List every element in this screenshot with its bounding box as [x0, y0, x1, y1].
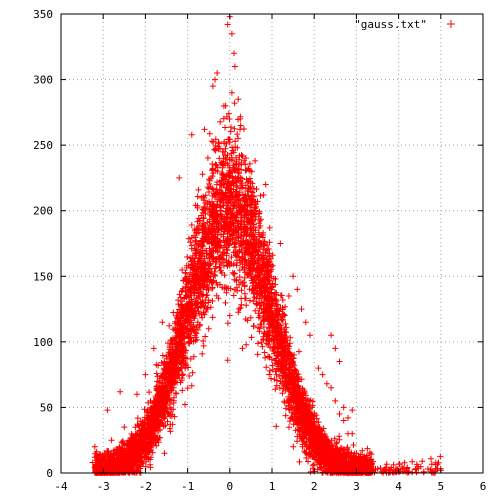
- legend-entry-label: "gauss.txt": [354, 18, 427, 31]
- y-tick-label: 200: [33, 205, 53, 218]
- x-tick-label: -3: [97, 480, 110, 493]
- x-tick-label: 5: [437, 480, 444, 493]
- x-tick-label: 0: [226, 480, 233, 493]
- y-tick-label: 50: [40, 401, 53, 414]
- legend: "gauss.txt": [354, 18, 455, 31]
- x-tick-label: 4: [395, 480, 402, 493]
- x-tick-label: 1: [269, 480, 276, 493]
- y-tick-label: 0: [46, 467, 53, 480]
- y-tick-label: 300: [33, 74, 53, 87]
- y-tick-label: 150: [33, 270, 53, 283]
- x-tick-label: 6: [480, 480, 487, 493]
- x-tick-label: 2: [311, 480, 318, 493]
- y-tick-label: 350: [33, 8, 53, 21]
- y-tick-label: 250: [33, 139, 53, 152]
- grid: [61, 14, 483, 473]
- legend-marker-plus: [447, 20, 455, 28]
- x-tick-label: -1: [181, 480, 194, 493]
- data-points: [89, 13, 444, 476]
- axis-ticks: -4 -3 -2 -1 0 1 2 3 4 5 6 0 50 100 150 200 250 300 350: [33, 8, 486, 493]
- scatter-points: [89, 13, 444, 476]
- x-tick-label: -2: [139, 480, 152, 493]
- legend-plus-marker: [447, 20, 455, 28]
- x-tick-label: 3: [353, 480, 360, 493]
- x-tick-label: -4: [54, 480, 68, 493]
- y-tick-label: 100: [33, 336, 53, 349]
